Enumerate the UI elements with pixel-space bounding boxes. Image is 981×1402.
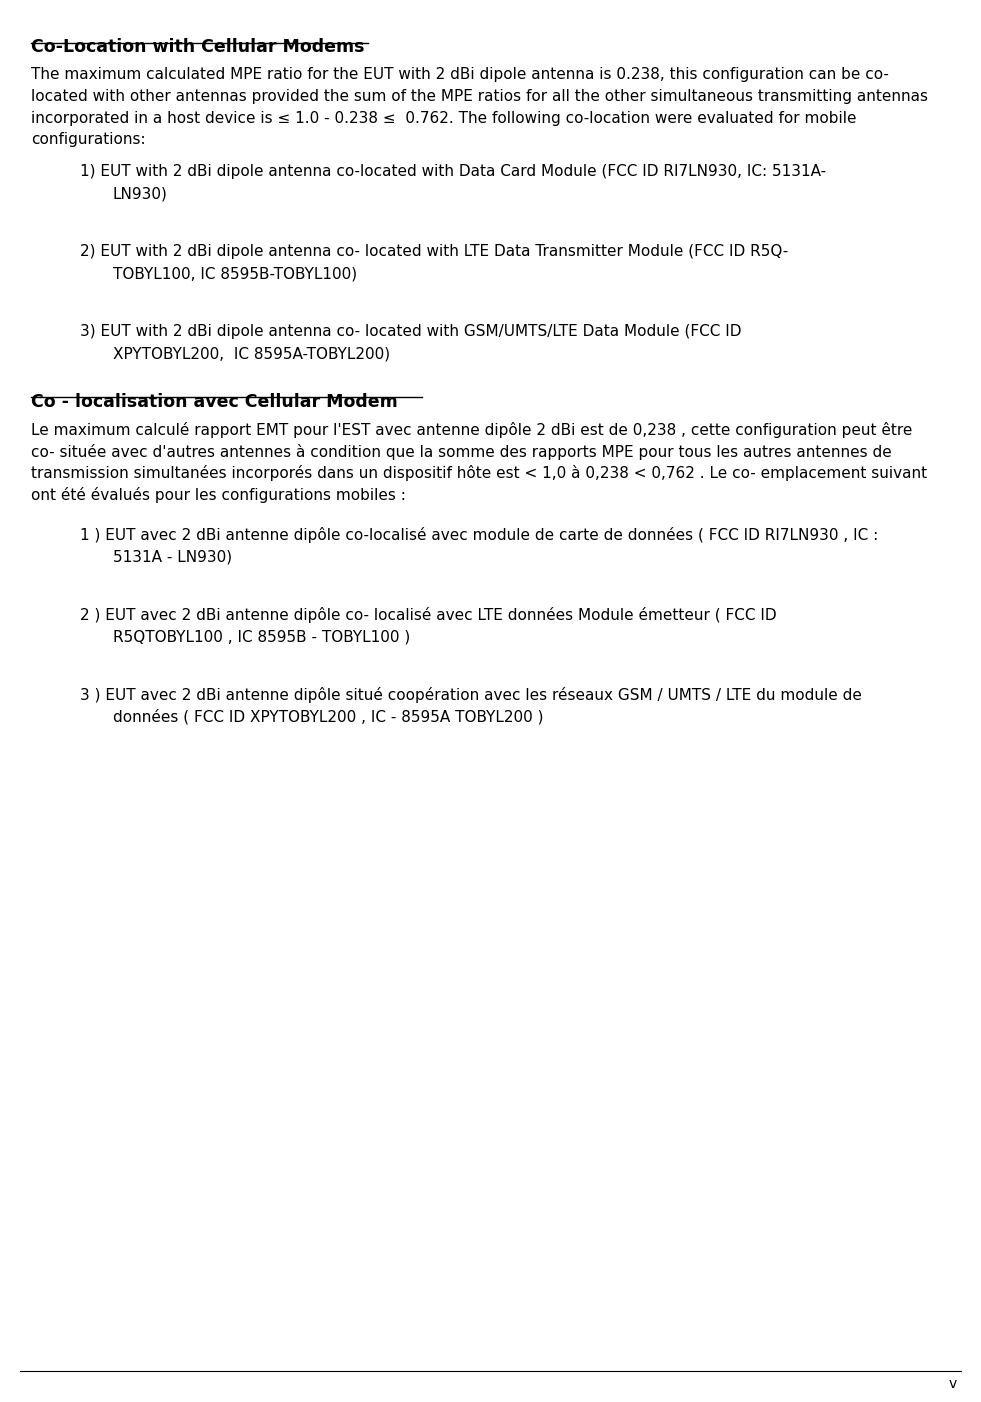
Text: ont été évalués pour les configurations mobiles :: ont été évalués pour les configurations … — [31, 486, 406, 503]
Text: 5131A - LN930): 5131A - LN930) — [113, 550, 232, 564]
Text: Le maximum calculé rapport EMT pour l'EST avec antenne dipôle 2 dBi est de 0,238: Le maximum calculé rapport EMT pour l'ES… — [31, 422, 912, 437]
Text: XPYTOBYL200,  IC 8595A-TOBYL200): XPYTOBYL200, IC 8595A-TOBYL200) — [113, 346, 389, 360]
Text: The maximum calculated MPE ratio for the EUT with 2 dBi dipole antenna is 0.238,: The maximum calculated MPE ratio for the… — [31, 67, 889, 83]
Text: données ( FCC ID XPYTOBYL200 , IC - 8595A TOBYL200 ): données ( FCC ID XPYTOBYL200 , IC - 8595… — [113, 709, 543, 725]
Text: 1) EUT with 2 dBi dipole antenna co-located with Data Card Module (FCC ID RI7LN9: 1) EUT with 2 dBi dipole antenna co-loca… — [80, 164, 827, 179]
Text: co- située avec d'autres antennes à condition que la somme des rapports MPE pour: co- située avec d'autres antennes à cond… — [31, 443, 892, 460]
Text: located with other antennas provided the sum of the MPE ratios for all the other: located with other antennas provided the… — [31, 90, 928, 104]
Text: 3 ) EUT avec 2 dBi antenne dipôle situé coopération avec les réseaux GSM / UMTS : 3 ) EUT avec 2 dBi antenne dipôle situé … — [80, 687, 862, 702]
Text: 2) EUT with 2 dBi dipole antenna co- located with LTE Data Transmitter Module (F: 2) EUT with 2 dBi dipole antenna co- loc… — [80, 244, 789, 259]
Text: v: v — [949, 1377, 956, 1391]
Text: Co - localisation avec Cellular Modem: Co - localisation avec Cellular Modem — [31, 393, 398, 411]
Text: 3) EUT with 2 dBi dipole antenna co- located with GSM/UMTS/LTE Data Module (FCC : 3) EUT with 2 dBi dipole antenna co- loc… — [80, 324, 742, 339]
Text: configurations:: configurations: — [31, 132, 146, 147]
Text: TOBYL100, IC 8595B-TOBYL100): TOBYL100, IC 8595B-TOBYL100) — [113, 266, 357, 280]
Text: 2 ) EUT avec 2 dBi antenne dipôle co- localisé avec LTE données Module émetteur : 2 ) EUT avec 2 dBi antenne dipôle co- lo… — [80, 607, 777, 622]
Text: LN930): LN930) — [113, 186, 168, 200]
Text: R5QTOBYL100 , IC 8595B - TOBYL100 ): R5QTOBYL100 , IC 8595B - TOBYL100 ) — [113, 629, 410, 644]
Text: incorporated in a host device is ≤ 1.0 - 0.238 ≤  0.762. The following co-locati: incorporated in a host device is ≤ 1.0 -… — [31, 111, 856, 126]
Text: Co-Location with Cellular Modems: Co-Location with Cellular Modems — [31, 38, 365, 56]
Text: transmission simultanées incorporés dans un dispositif hôte est < 1,0 à 0,238 < : transmission simultanées incorporés dans… — [31, 465, 927, 481]
Text: 1 ) EUT avec 2 dBi antenne dipôle co-localisé avec module de carte de données ( : 1 ) EUT avec 2 dBi antenne dipôle co-loc… — [80, 527, 879, 543]
